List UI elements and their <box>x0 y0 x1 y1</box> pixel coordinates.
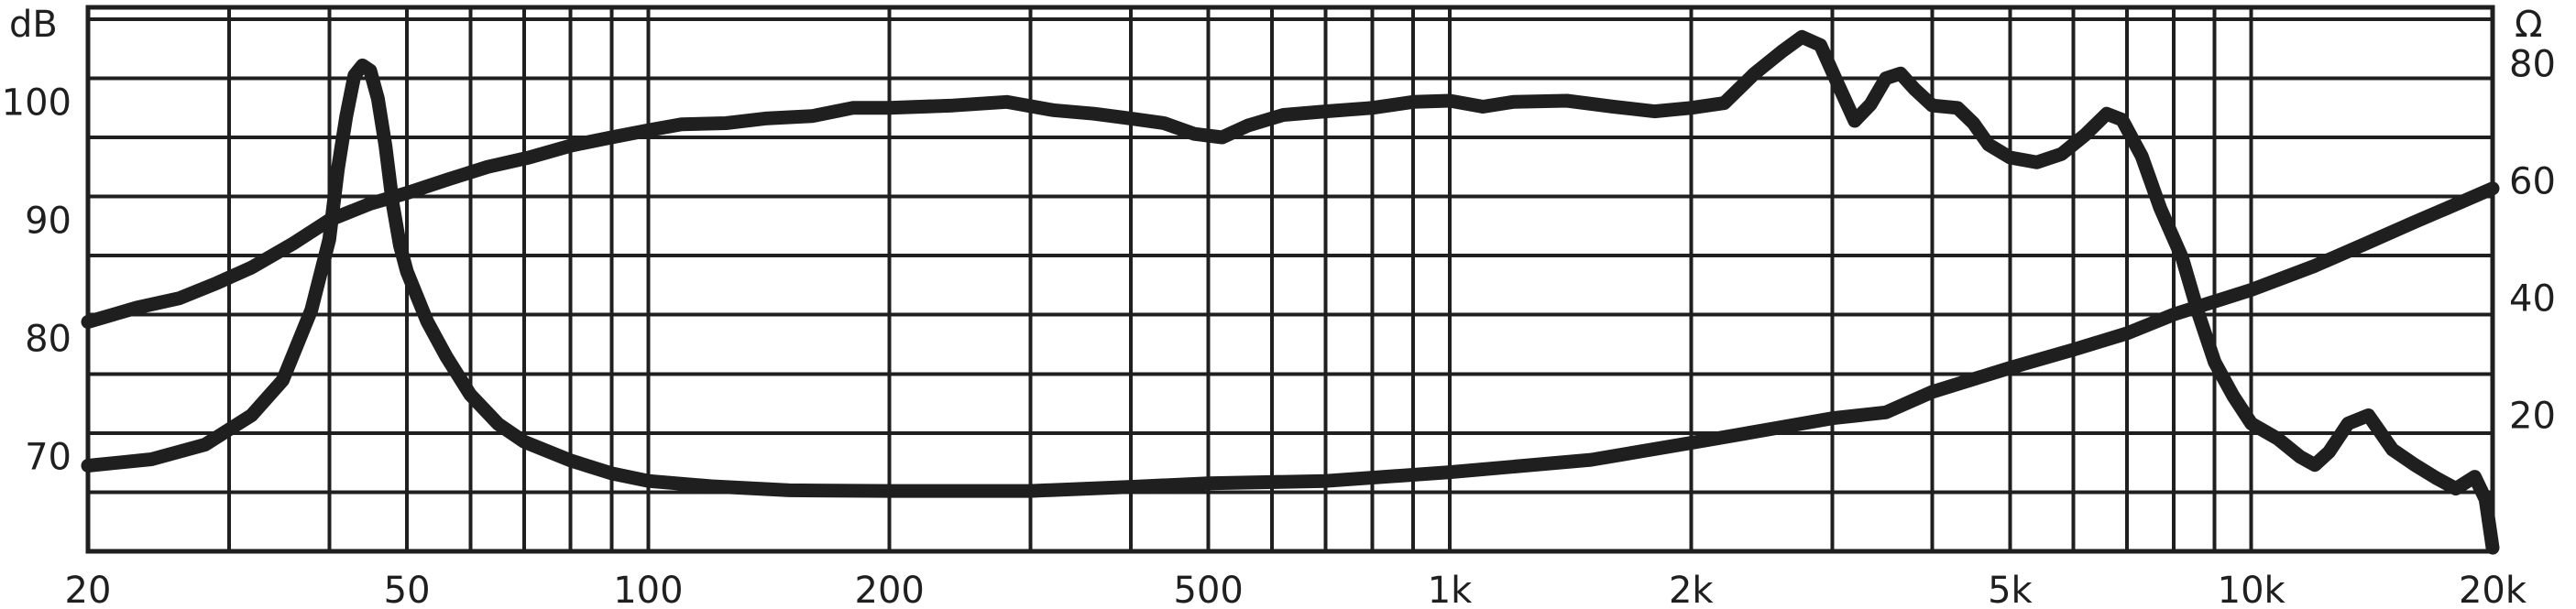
left-y-tick-label: 70 <box>25 437 71 479</box>
right-y-tick-label: 80 <box>2509 43 2556 85</box>
x-tick-label: 20k <box>2459 570 2527 609</box>
left-y-tick-label: 100 <box>2 82 71 124</box>
left-y-tick-label: 90 <box>25 200 71 242</box>
impedance-curve <box>81 58 2500 498</box>
x-tick-label: 20 <box>65 570 112 609</box>
spl-curve <box>81 29 2500 555</box>
grid <box>86 7 2494 553</box>
x-tick-label: 1k <box>1428 570 1473 609</box>
x-tick-label: 100 <box>613 570 683 609</box>
x-tick-label: 10k <box>2218 570 2286 609</box>
left-y-tick-label: 80 <box>25 319 71 361</box>
axis-labels: 20 50 100 200 500 1k 2k 5k 10k 20k 70 80 90 100 20 40 60… <box>2 43 2556 609</box>
x-tick-label: 50 <box>384 570 431 609</box>
right-y-tick-label: 40 <box>2509 278 2556 321</box>
x-tick-label: 5k <box>1988 570 2033 609</box>
left-unit-label: dB <box>9 4 58 46</box>
x-tick-label: 200 <box>855 570 925 609</box>
right-y-tick-label: 20 <box>2509 396 2556 438</box>
right-unit-label: Ω <box>2515 4 2543 46</box>
plot-frame <box>85 5 2495 554</box>
right-y-tick-label: 60 <box>2509 161 2556 203</box>
x-tick-label: 500 <box>1174 570 1244 609</box>
curves <box>81 29 2500 555</box>
x-tick-label: 2k <box>1669 570 1714 609</box>
